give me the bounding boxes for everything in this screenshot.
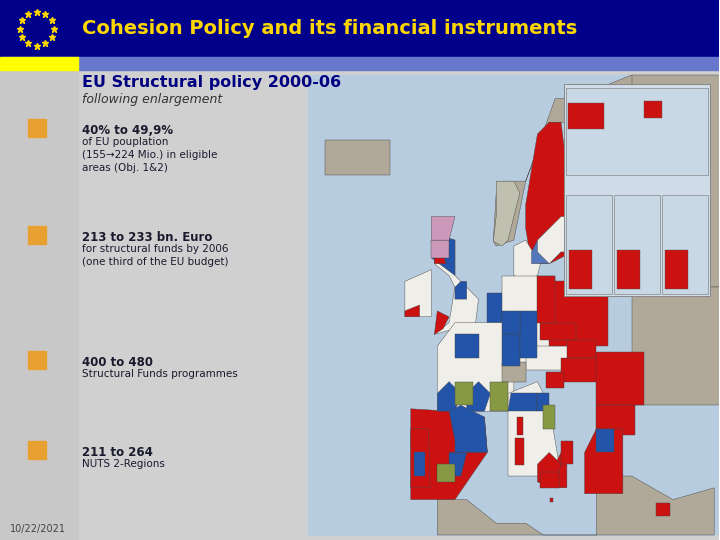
Polygon shape	[411, 409, 487, 500]
Polygon shape	[325, 140, 390, 176]
Text: NUTS 2-Regions: NUTS 2-Regions	[82, 459, 165, 469]
Polygon shape	[520, 311, 537, 358]
Polygon shape	[490, 382, 508, 411]
Polygon shape	[541, 323, 576, 340]
Polygon shape	[434, 311, 449, 334]
Text: 213 to 233 bn. Euro: 213 to 233 bn. Euro	[82, 231, 212, 244]
Polygon shape	[431, 217, 455, 240]
Bar	[569, 250, 592, 289]
Polygon shape	[431, 240, 449, 258]
Bar	[28, 441, 46, 459]
Polygon shape	[411, 429, 431, 488]
Polygon shape	[596, 429, 614, 453]
Polygon shape	[437, 382, 461, 411]
Polygon shape	[526, 346, 573, 370]
Polygon shape	[531, 228, 573, 264]
Polygon shape	[502, 311, 520, 334]
Bar	[568, 103, 604, 129]
Polygon shape	[405, 269, 431, 317]
Polygon shape	[307, 75, 720, 535]
Text: 10/22/2021: 10/22/2021	[10, 524, 66, 534]
Text: for structural funds by 2006
(one third of the EU budget): for structural funds by 2006 (one third …	[82, 244, 228, 267]
Polygon shape	[561, 441, 573, 464]
Bar	[0, 70, 78, 540]
Polygon shape	[502, 334, 520, 366]
Polygon shape	[555, 441, 567, 488]
Bar	[617, 250, 640, 289]
Polygon shape	[502, 362, 526, 382]
Bar	[0, 57, 719, 70]
Polygon shape	[540, 472, 559, 488]
Bar	[614, 195, 660, 294]
Polygon shape	[455, 382, 472, 405]
Bar	[665, 250, 688, 289]
Polygon shape	[549, 281, 608, 346]
Polygon shape	[546, 372, 564, 388]
Polygon shape	[493, 75, 655, 246]
Bar	[28, 226, 46, 244]
Text: Cohesion Policy and its financial instruments: Cohesion Policy and its financial instru…	[82, 19, 577, 38]
Text: of EU pouplation
(155→224 Mio.) in eligible
areas (Obj. 1&2): of EU pouplation (155→224 Mio.) in eligi…	[82, 137, 217, 173]
Bar	[0, 57, 78, 70]
Polygon shape	[544, 405, 555, 429]
Bar	[566, 195, 612, 294]
Polygon shape	[437, 323, 514, 411]
Polygon shape	[537, 275, 555, 323]
Polygon shape	[631, 287, 720, 405]
Polygon shape	[437, 464, 455, 482]
Bar	[28, 351, 46, 369]
Polygon shape	[526, 122, 585, 264]
Polygon shape	[514, 240, 541, 281]
Polygon shape	[467, 382, 490, 411]
Polygon shape	[502, 275, 555, 366]
Text: 400 to 480: 400 to 480	[82, 356, 153, 369]
Polygon shape	[455, 281, 467, 299]
Polygon shape	[455, 334, 479, 358]
Polygon shape	[434, 234, 479, 334]
Polygon shape	[515, 438, 524, 465]
Bar	[28, 119, 46, 137]
Polygon shape	[657, 503, 670, 516]
Polygon shape	[517, 417, 523, 435]
Polygon shape	[449, 405, 487, 453]
Polygon shape	[449, 453, 467, 476]
Bar	[307, 75, 714, 535]
Polygon shape	[487, 293, 508, 323]
Polygon shape	[493, 181, 520, 246]
Text: following enlargement: following enlargement	[82, 93, 222, 106]
Bar	[0, 0, 719, 57]
Polygon shape	[631, 75, 720, 287]
Polygon shape	[590, 228, 631, 287]
Bar	[644, 101, 662, 118]
Text: 40% to 49,9%: 40% to 49,9%	[82, 124, 173, 137]
Polygon shape	[508, 394, 537, 411]
Polygon shape	[414, 453, 426, 476]
Polygon shape	[537, 217, 573, 264]
Polygon shape	[567, 340, 596, 358]
Bar	[564, 84, 710, 296]
Bar	[662, 195, 708, 294]
Polygon shape	[561, 358, 599, 382]
Polygon shape	[550, 498, 553, 502]
Polygon shape	[596, 352, 644, 405]
Polygon shape	[431, 234, 455, 275]
Polygon shape	[437, 476, 714, 535]
Polygon shape	[487, 323, 508, 334]
Polygon shape	[573, 99, 644, 222]
Polygon shape	[585, 429, 623, 494]
Polygon shape	[508, 382, 561, 476]
Polygon shape	[537, 394, 549, 411]
Polygon shape	[537, 453, 561, 488]
Polygon shape	[405, 305, 420, 317]
Polygon shape	[434, 246, 446, 264]
Text: EU Structural policy 2000-06: EU Structural policy 2000-06	[82, 75, 341, 90]
Polygon shape	[596, 405, 634, 435]
Text: Structural Funds programmes: Structural Funds programmes	[82, 369, 238, 379]
Bar	[0, 70, 719, 540]
Text: 211 to 264: 211 to 264	[82, 446, 153, 459]
Bar	[566, 89, 708, 175]
